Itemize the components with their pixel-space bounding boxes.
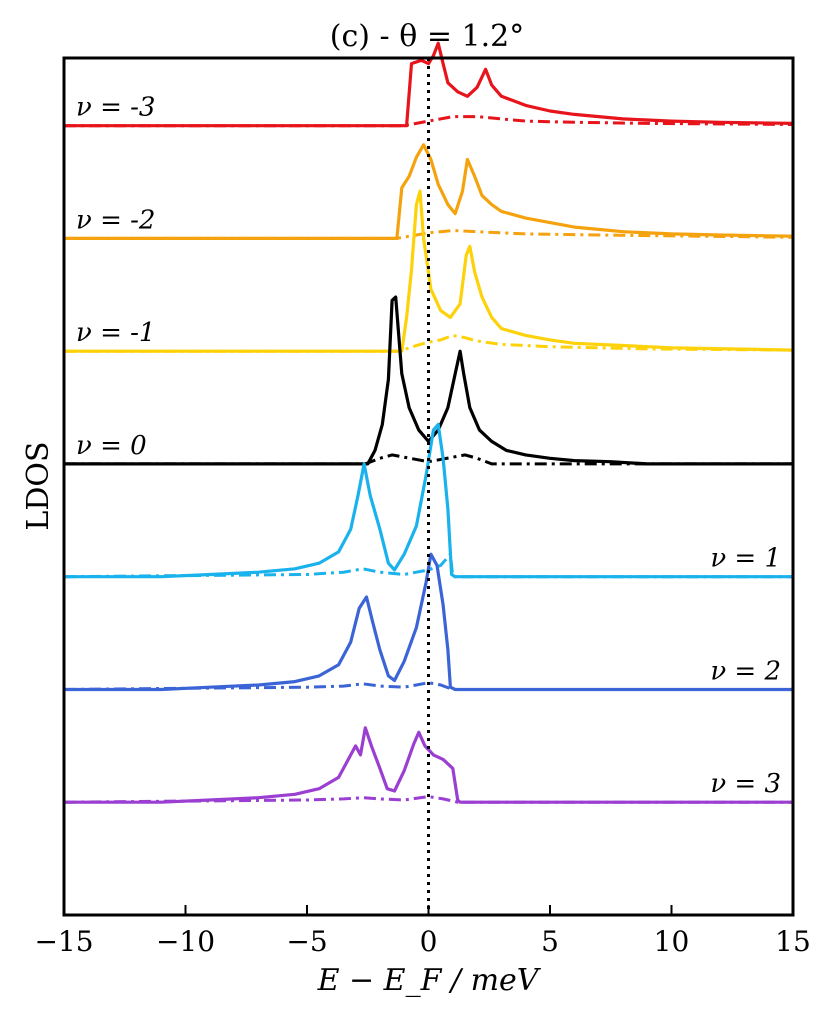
x-tick-label: −15 [34, 925, 93, 958]
series-label: ν = 0 [76, 431, 147, 461]
series-4: ν = 0 [64, 295, 793, 466]
series-label: ν = -3 [76, 93, 155, 123]
series-line-solid [64, 422, 793, 579]
series-3: ν = -1 [64, 189, 794, 353]
series-7: ν = 3 [63, 726, 793, 804]
chart-title: (c) - θ = 1.2° [330, 19, 524, 54]
series-line-solid [64, 295, 793, 466]
plot-area: ν = -3 ν = -2 ν = -1 ν = 0 ν = 1 ν = 2 ν = 3 [63, 41, 794, 915]
series-line-solid [64, 552, 793, 692]
series-line-solid [64, 726, 793, 804]
series-label: ν = 3 [710, 769, 781, 799]
x-axis-ticks: −15 −10 −5 0 5 10 15 [34, 905, 811, 958]
x-tick-label: −10 [156, 925, 215, 958]
x-tick-label: 0 [420, 925, 438, 958]
x-axis-label: E − E_F / meV [317, 963, 542, 998]
x-tick-label: −5 [286, 925, 327, 958]
series-label: ν = 1 [710, 544, 781, 574]
series-1: ν = -3 [64, 41, 794, 128]
series-line-solid [64, 143, 794, 240]
series-line-dashdot [64, 333, 794, 353]
x-tick-label: 15 [775, 925, 811, 958]
series-line-dashdot [64, 115, 794, 128]
y-axis-label: LDOS [21, 441, 56, 530]
series-line-dashdot [63, 681, 793, 691]
series-line-dashdot [64, 453, 793, 466]
series-line-solid [64, 189, 794, 353]
series-line-solid [64, 41, 794, 128]
x-tick-label: 10 [654, 925, 690, 958]
series-label: ν = -2 [76, 205, 155, 235]
series-6: ν = 2 [63, 552, 793, 692]
series-2: ν = -2 [64, 143, 794, 240]
series-line-dashdot [64, 228, 794, 240]
series-5: ν = 1 [63, 422, 793, 579]
series-label: ν = -1 [76, 318, 155, 348]
series-label: ν = 2 [710, 656, 781, 686]
x-tick-label: 5 [541, 925, 559, 958]
series-line-dashdot [63, 795, 793, 804]
series-line-dashdot [63, 550, 793, 579]
